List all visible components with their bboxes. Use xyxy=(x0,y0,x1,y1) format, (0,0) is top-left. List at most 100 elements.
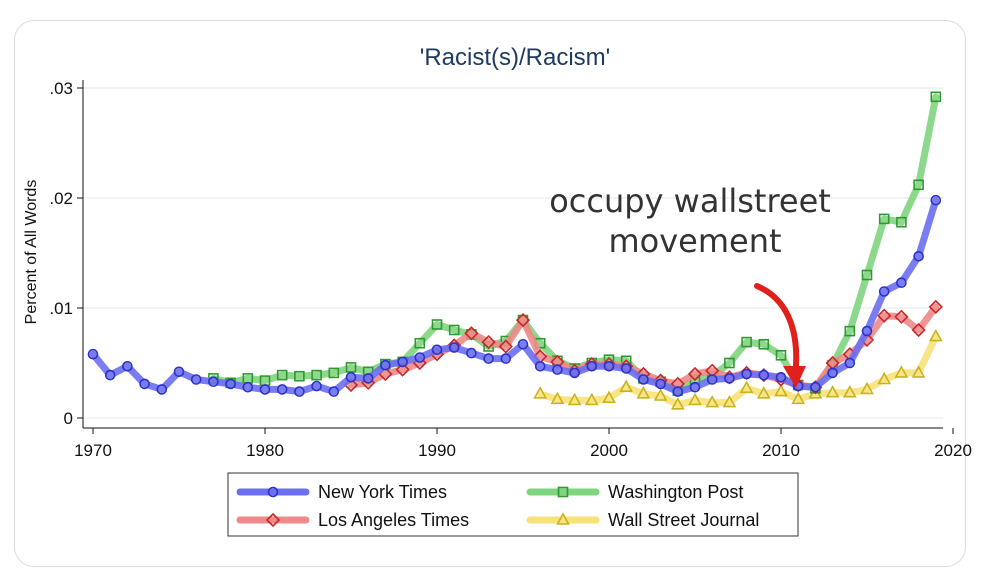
data-point xyxy=(602,390,616,404)
data-point xyxy=(276,384,288,395)
data-point xyxy=(481,334,496,350)
data-point xyxy=(603,360,615,372)
annotation-line1: occupy wallstreet xyxy=(549,182,831,220)
data-point xyxy=(259,384,271,395)
series-wall-street-journal xyxy=(533,328,943,410)
y-tick-label: .03 xyxy=(49,79,73,98)
data-point xyxy=(619,379,634,393)
data-point xyxy=(861,269,873,281)
axes: 0 .01 .02 .03 1970 1980 1990 2000 2010 2020 xyxy=(49,79,972,460)
data-point xyxy=(896,277,907,289)
data-point xyxy=(586,360,598,372)
legend: New York Times Los Angeles Times Washingto… xyxy=(227,472,799,537)
data-point xyxy=(533,386,548,399)
data-point xyxy=(688,392,702,406)
data-point xyxy=(276,369,288,381)
data-point xyxy=(395,362,410,377)
data-point xyxy=(878,213,890,225)
data-point xyxy=(825,385,840,398)
data-point xyxy=(689,381,701,393)
data-point xyxy=(173,366,185,378)
data-point xyxy=(294,386,305,397)
data-point xyxy=(414,337,426,349)
x-tick-label: 1990 xyxy=(418,441,456,460)
data-point xyxy=(414,352,426,363)
data-point xyxy=(758,338,770,350)
data-point xyxy=(739,380,754,394)
data-point xyxy=(362,373,374,384)
data-point xyxy=(842,385,857,398)
legend-marker xyxy=(267,486,279,498)
data-point xyxy=(810,381,821,393)
data-point xyxy=(706,374,718,385)
data-point xyxy=(928,328,943,342)
data-point xyxy=(756,386,771,399)
data-point xyxy=(844,357,856,369)
data-point xyxy=(655,378,666,390)
legend-label: Los Angeles Times xyxy=(318,510,469,530)
data-point xyxy=(567,392,582,406)
data-point xyxy=(104,369,116,381)
annotation-arrowhead xyxy=(783,366,806,388)
data-point xyxy=(896,216,907,228)
legend-item: Washington Post xyxy=(526,482,743,502)
data-point xyxy=(636,386,651,399)
series-line xyxy=(209,93,940,394)
data-point xyxy=(911,322,926,338)
data-point xyxy=(534,360,546,372)
data-point xyxy=(913,179,924,191)
data-point xyxy=(844,325,856,337)
data-point xyxy=(517,338,529,350)
x-tick-label: 2000 xyxy=(590,441,628,460)
data-point xyxy=(877,371,892,385)
data-point xyxy=(774,383,788,397)
data-point xyxy=(687,366,703,382)
data-point xyxy=(328,386,340,397)
data-point xyxy=(498,339,513,354)
data-point xyxy=(860,381,874,395)
data-point xyxy=(550,391,565,405)
data-point xyxy=(930,194,942,206)
data-point xyxy=(311,380,322,392)
data-point xyxy=(620,363,632,374)
data-point xyxy=(466,347,477,359)
data-point xyxy=(705,394,720,408)
series-washington-post xyxy=(208,91,942,396)
annotation-line2: movement xyxy=(608,222,781,260)
data-point xyxy=(928,299,943,315)
data-point xyxy=(139,378,150,390)
data-point xyxy=(672,386,684,397)
legend-item: Wall Street Journal xyxy=(526,510,759,530)
data-point xyxy=(653,388,668,401)
x-tick-label: 1970 xyxy=(74,441,112,460)
data-point xyxy=(500,353,512,364)
data-point xyxy=(464,326,479,341)
data-point xyxy=(345,371,357,383)
data-point xyxy=(791,391,806,405)
data-point xyxy=(930,91,942,103)
series-line xyxy=(89,196,940,396)
data-point xyxy=(294,370,305,382)
series-line xyxy=(536,333,940,409)
annotation: occupy wallstreet movement xyxy=(549,182,831,388)
data-point xyxy=(345,362,357,373)
data-point xyxy=(775,371,787,383)
data-point xyxy=(448,324,460,336)
data-point xyxy=(431,319,443,330)
data-point xyxy=(913,250,924,262)
data-point xyxy=(894,309,909,324)
data-point xyxy=(911,365,926,378)
data-point xyxy=(122,360,133,372)
data-point xyxy=(827,367,838,379)
data-point xyxy=(208,376,219,388)
data-point xyxy=(741,336,752,348)
data-point xyxy=(87,348,99,360)
data-point xyxy=(894,365,909,378)
data-point xyxy=(775,349,787,361)
data-point xyxy=(431,344,443,356)
y-tick-label: .01 xyxy=(49,299,73,318)
data-point xyxy=(448,342,460,353)
series-group xyxy=(87,91,943,410)
data-point xyxy=(483,353,494,364)
